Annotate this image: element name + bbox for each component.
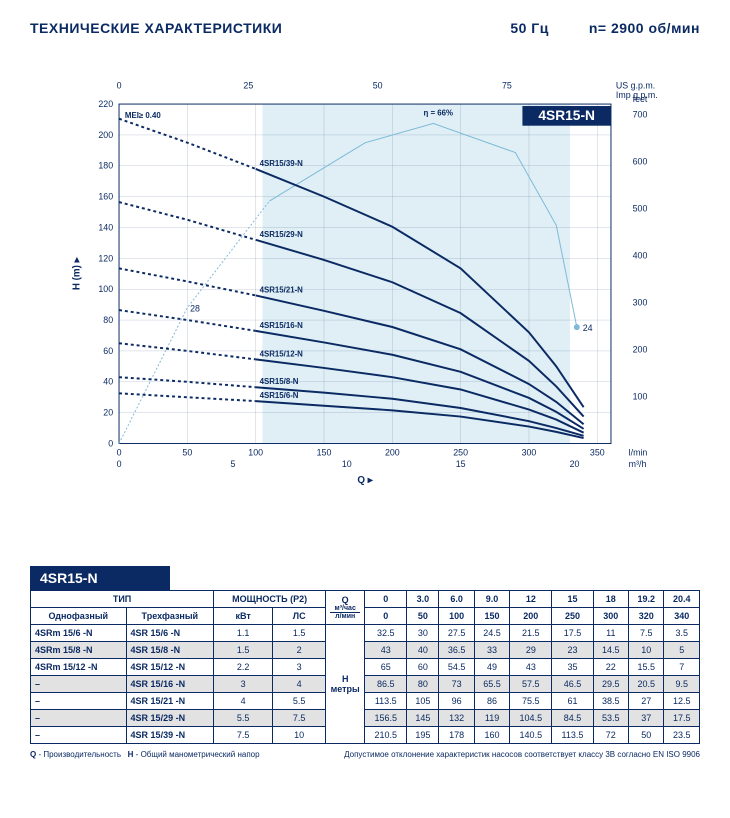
svg-text:100: 100: [248, 447, 263, 457]
svg-text:m³/h: m³/h: [629, 459, 647, 469]
q-lmin: 0: [365, 608, 407, 625]
table-row: 4SRm 15/12 -N 4SR 15/12 -N 2.23656054.54…: [31, 659, 700, 676]
svg-text:50: 50: [182, 447, 192, 457]
page-header: ТЕХНИЧЕСКИЕ ХАРАКТЕРИСТИКИ 50 Гц n= 2900…: [30, 20, 700, 36]
table-row: – 4SR 15/21 -N 45.5113.5105968675.56138.…: [31, 693, 700, 710]
freq-label: 50 Гц: [510, 20, 549, 36]
h-label: Н метры: [326, 625, 365, 744]
svg-text:4SR15/21-N: 4SR15/21-N: [260, 285, 304, 294]
svg-text:350: 350: [590, 447, 605, 457]
svg-text:4SR15/29-N: 4SR15/29-N: [260, 230, 304, 239]
svg-text:5: 5: [230, 459, 235, 469]
q-m3h: 19.2: [629, 591, 664, 608]
svg-text:300: 300: [522, 447, 537, 457]
svg-text:20: 20: [103, 408, 113, 418]
svg-text:140: 140: [98, 222, 113, 232]
svg-text:4SR15/12-N: 4SR15/12-N: [260, 349, 304, 358]
svg-text:0: 0: [117, 459, 122, 469]
svg-text:80: 80: [103, 315, 113, 325]
q-lmin: 340: [664, 608, 700, 625]
svg-text:100: 100: [633, 391, 648, 401]
q-lmin: 300: [593, 608, 628, 625]
svg-text:150: 150: [317, 447, 332, 457]
svg-text:200: 200: [98, 130, 113, 140]
q-m3h: 9.0: [474, 591, 509, 608]
q-m3h: 3.0: [407, 591, 439, 608]
q-m3h: 0: [365, 591, 407, 608]
svg-text:feet: feet: [633, 94, 648, 104]
svg-text:500: 500: [633, 203, 648, 213]
svg-text:220: 220: [98, 99, 113, 109]
q-lmin: 200: [510, 608, 552, 625]
performance-chart: 0204060801001201401601802002200501001502…: [60, 66, 670, 516]
svg-text:η = 66%: η = 66%: [423, 109, 453, 118]
svg-text:0: 0: [117, 447, 122, 457]
svg-text:20: 20: [570, 459, 580, 469]
svg-text:MEI≥ 0.40: MEI≥ 0.40: [125, 111, 161, 120]
col-q-symbol: Qм³/часл/мин: [326, 591, 365, 625]
q-m3h: 20.4: [664, 591, 700, 608]
col-type: ТИП: [31, 591, 214, 608]
q-m3h: 18: [593, 591, 628, 608]
svg-text:600: 600: [633, 156, 648, 166]
col-power: МОЩНОСТЬ (P2): [214, 591, 326, 608]
footnotes: Q - Производительность H - Общий маномет…: [30, 750, 700, 759]
svg-text:200: 200: [633, 344, 648, 354]
svg-text:75: 75: [502, 80, 512, 90]
svg-text:10: 10: [342, 459, 352, 469]
table-row: – 4SR 15/39 -N 7.510210.5195178160140.51…: [31, 727, 700, 744]
svg-text:H (m) ▸: H (m) ▸: [72, 256, 83, 290]
q-m3h: 6.0: [439, 591, 474, 608]
table-title: 4SR15-N: [30, 566, 170, 590]
table-row: 4SRm 15/6 -N 4SR 15/6 -N 1.11.5Н метры32…: [31, 625, 700, 642]
col-hp: ЛС: [273, 608, 326, 625]
svg-text:40: 40: [103, 377, 113, 387]
q-m3h: 12: [510, 591, 552, 608]
table-row: 4SRm 15/8 -N 4SR 15/8 -N 1.52434036.5332…: [31, 642, 700, 659]
svg-text:160: 160: [98, 192, 113, 202]
svg-text:400: 400: [633, 250, 648, 260]
table-row: – 4SR 15/29 -N 5.57.5156.5145132119104.5…: [31, 710, 700, 727]
col-three: Трехфазный: [126, 608, 214, 625]
tolerance-footnote: Допустимое отклонение характеристик насо…: [344, 750, 700, 759]
svg-text:0: 0: [108, 438, 113, 448]
col-kw: кВт: [214, 608, 273, 625]
page-title: ТЕХНИЧЕСКИЕ ХАРАКТЕРИСТИКИ: [30, 20, 282, 36]
svg-text:4SR15-N: 4SR15-N: [538, 108, 595, 123]
svg-text:4SR15/6-N: 4SR15/6-N: [260, 391, 299, 400]
col-single: Однофазный: [31, 608, 127, 625]
svg-text:4SR15/39-N: 4SR15/39-N: [260, 159, 304, 168]
rpm-label: n= 2900 об/мин: [589, 20, 700, 36]
q-lmin: 50: [407, 608, 439, 625]
svg-text:25: 25: [243, 80, 253, 90]
q-lmin: 320: [629, 608, 664, 625]
svg-text:200: 200: [385, 447, 400, 457]
svg-text:US g.p.m.: US g.p.m.: [616, 80, 655, 90]
svg-text:50: 50: [373, 80, 383, 90]
q-lmin: 150: [474, 608, 509, 625]
svg-text:0: 0: [117, 80, 122, 90]
data-table-section: 4SR15-N ТИП МОЩНОСТЬ (P2) Qм³/часл/мин03…: [30, 566, 700, 759]
svg-text:24: 24: [583, 323, 593, 333]
svg-text:250: 250: [453, 447, 468, 457]
table-row: – 4SR 15/16 -N 3486.5807365.557.546.529.…: [31, 676, 700, 693]
performance-table: ТИП МОЩНОСТЬ (P2) Qм³/часл/мин03.06.09.0…: [30, 590, 700, 744]
q-m3h: 15: [552, 591, 593, 608]
q-lmin: 100: [439, 608, 474, 625]
svg-text:4SR15/16-N: 4SR15/16-N: [260, 321, 304, 330]
svg-text:60: 60: [103, 346, 113, 356]
svg-text:700: 700: [633, 109, 648, 119]
svg-text:Q ▸: Q ▸: [357, 475, 373, 486]
svg-text:28: 28: [190, 304, 200, 314]
svg-text:180: 180: [98, 161, 113, 171]
svg-text:120: 120: [98, 253, 113, 263]
svg-text:l/min: l/min: [629, 447, 648, 457]
svg-text:300: 300: [633, 297, 648, 307]
svg-text:4SR15/8-N: 4SR15/8-N: [260, 377, 299, 386]
svg-text:15: 15: [456, 459, 466, 469]
svg-text:100: 100: [98, 284, 113, 294]
legend-footnote: Q - Производительность H - Общий маномет…: [30, 750, 260, 759]
q-lmin: 250: [552, 608, 593, 625]
